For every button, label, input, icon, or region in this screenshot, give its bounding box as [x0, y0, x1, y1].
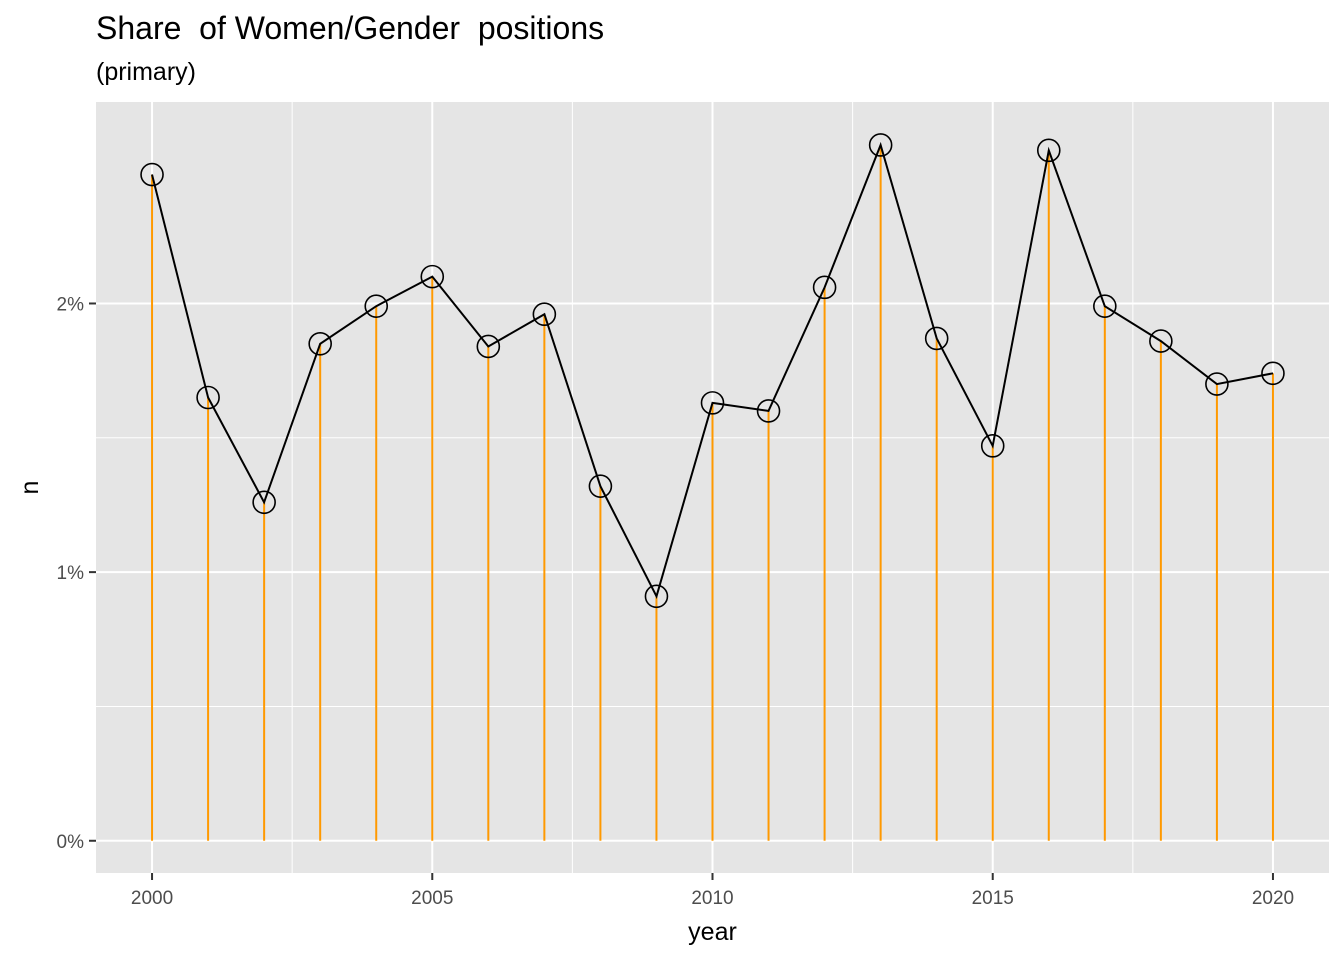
y-tick-label: 1%: [57, 563, 85, 584]
data-point: [140, 162, 164, 187]
data-point: [644, 584, 669, 609]
data-point: [700, 391, 725, 415]
axis-ticks: [89, 302, 1274, 880]
data-point: [924, 326, 949, 351]
x-axis-title: year: [688, 918, 737, 946]
data-point: [812, 275, 837, 300]
data-point: [1149, 329, 1173, 353]
chart-subtitle: (primary): [96, 58, 196, 86]
data-point: [252, 490, 276, 515]
y-tick-label: 2%: [57, 294, 85, 315]
x-tick-label: 2000: [131, 888, 173, 909]
stems: [151, 144, 1274, 841]
data-point: [308, 331, 332, 356]
x-tick-labels: 2000 2005 2010 2015 2020: [131, 888, 1294, 909]
data-point: [1093, 294, 1117, 318]
data-point: [476, 334, 501, 359]
series-line: [151, 141, 1274, 600]
y-axis-title: n: [16, 481, 44, 495]
data-point: [980, 434, 1005, 458]
data-point: [1036, 138, 1061, 163]
data-point: [1261, 361, 1285, 386]
data-point: [364, 294, 389, 318]
x-tick-label: 2015: [972, 888, 1014, 909]
data-point: [588, 474, 613, 498]
x-tick-label: 2020: [1252, 888, 1294, 909]
data-point: [756, 399, 781, 423]
y-tick-label: 0%: [57, 832, 85, 853]
data-point: [532, 302, 557, 327]
x-tick-label: 2010: [691, 888, 733, 909]
points: [140, 133, 1285, 609]
chart-title: Share of Women/Gender positions: [96, 10, 605, 46]
data-point: [1205, 372, 1229, 396]
data-point: [420, 264, 445, 289]
data-point: [196, 385, 220, 410]
data-point: [868, 133, 893, 157]
x-tick-label: 2005: [411, 888, 453, 909]
y-tick-labels: 0% 1% 2%: [57, 294, 85, 852]
